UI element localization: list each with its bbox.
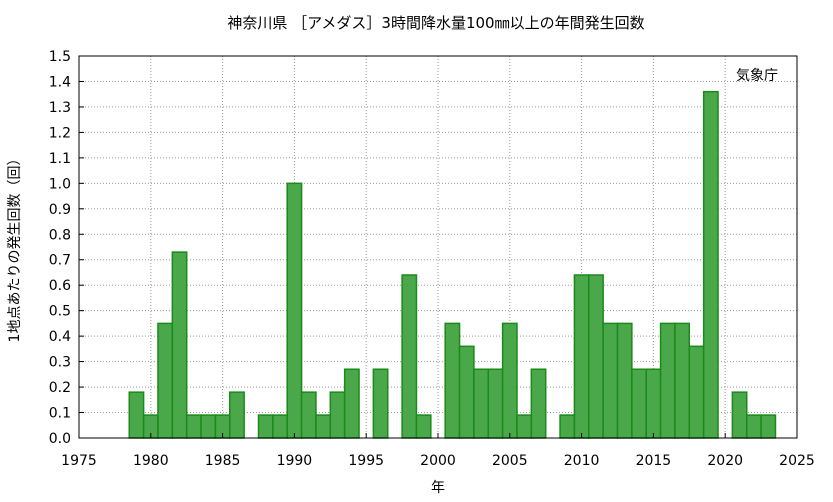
y-tick-label: 0.5: [49, 304, 71, 320]
y-tick-label: 1.5: [49, 49, 71, 65]
bar-1979: [128, 391, 145, 439]
y-tick-label: 0.2: [49, 380, 71, 396]
bar-2001: [444, 322, 461, 439]
x-tick-label: 2000: [420, 453, 456, 469]
bar-1998: [401, 274, 418, 439]
bar-2009: [559, 414, 576, 439]
bar-2015: [645, 368, 662, 439]
bar-2003: [473, 368, 490, 439]
x-axis-label: 年: [431, 480, 445, 496]
x-tick-label: 1985: [205, 453, 241, 469]
bar-2007: [530, 368, 547, 439]
y-tick-label: 0.7: [49, 253, 71, 269]
x-tick-label: 1975: [61, 453, 97, 469]
bar-1989: [272, 414, 288, 439]
bar-1993: [329, 391, 346, 439]
bar-2012: [602, 322, 619, 439]
bar-1996: [372, 368, 389, 439]
y-tick-label: 0.4: [49, 329, 71, 345]
bar-1994: [343, 368, 360, 439]
bar-1990: [286, 182, 303, 439]
bar-2021: [731, 391, 748, 439]
bar-1986: [229, 391, 245, 439]
y-tick-label: 0.8: [49, 227, 71, 243]
bar-2010: [573, 274, 590, 439]
bar-2023: [760, 414, 777, 439]
bar-2018: [688, 345, 705, 439]
bar-2002: [458, 345, 475, 439]
x-tick-label: 1980: [133, 453, 169, 469]
y-tick-label: 0.6: [49, 278, 71, 294]
y-tick-label: 1.2: [49, 125, 71, 141]
x-tick-label: 2020: [707, 453, 743, 469]
axis-ticks: 0.0 0.1 0.2 0.3 0.4 0.5 0.6 0.7 0.8 0.9 1.0 1.1 1.2 1…: [49, 49, 815, 469]
bar-2014: [631, 368, 647, 439]
bar-1984: [200, 414, 217, 439]
y-tick-label: 1.3: [49, 100, 71, 116]
x-tick-label: 2015: [636, 453, 672, 469]
bar-2019: [702, 90, 719, 439]
bar-2011: [588, 274, 604, 439]
x-tick-label: 2025: [779, 453, 815, 469]
y-tick-label: 0.3: [49, 355, 71, 371]
chart-title: 神奈川県 ［アメダス］3時間降水量100㎜以上の年間発生回数: [227, 14, 644, 32]
y-tick-label: 0.1: [49, 406, 71, 422]
bar-2022: [745, 414, 762, 439]
bar-2005: [501, 322, 518, 439]
bar-1981: [157, 322, 174, 439]
bar-2013: [616, 322, 633, 439]
bar-1999: [415, 414, 432, 439]
bar-1988: [257, 414, 274, 439]
y-tick-label: 0.0: [49, 431, 71, 447]
bar-2016: [659, 322, 676, 439]
y-tick-label: 0.9: [49, 202, 71, 218]
x-tick-label: 2005: [492, 453, 528, 469]
y-axis-label: 1地点あたりの発生回数（回）: [7, 152, 23, 343]
bar-1992: [315, 414, 332, 439]
x-tick-label: 1995: [348, 453, 384, 469]
bars: [128, 90, 777, 439]
y-tick-label: 1.4: [49, 74, 71, 90]
source-label: 気象庁: [736, 68, 778, 84]
y-tick-label: 1.1: [49, 151, 71, 167]
x-tick-label: 2010: [564, 453, 600, 469]
bar-2006: [516, 414, 533, 439]
x-tick-label: 1990: [277, 453, 313, 469]
y-tick-label: 1.0: [49, 176, 71, 192]
bar-2004: [487, 368, 504, 439]
bar-1991: [300, 391, 317, 439]
bar-1982: [171, 251, 188, 439]
bar-2017: [674, 322, 691, 439]
bar-1983: [185, 414, 202, 439]
